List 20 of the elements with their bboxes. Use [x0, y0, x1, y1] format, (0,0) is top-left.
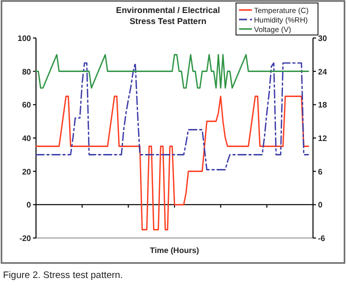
chart-title: Environmental / Electrical Stress Test Pattern [116, 5, 220, 26]
y2-tick-label: 0 [318, 200, 323, 210]
line-series [35, 62, 310, 170]
y2-tick-label: 18 [318, 100, 328, 110]
y2-tick-label: 12 [318, 134, 328, 143]
y-tick-label: 0 [26, 200, 32, 210]
x-axis-title: Time (Hours) [150, 246, 200, 255]
y-tick-label: -20 [19, 234, 32, 243]
y2-tick-label: 6 [318, 167, 323, 176]
y2-tick-label: -6 [318, 234, 326, 243]
line-series [35, 54, 310, 89]
y-tick-label: 80 [22, 67, 32, 76]
y-tick-label: 60 [22, 100, 32, 110]
y-tick-label: 40 [22, 134, 32, 143]
y2-tick-label: 24 [318, 67, 328, 76]
y-tick-label: 100 [18, 34, 32, 43]
line-series [35, 96, 310, 230]
caption: Figure 2. Stress test pattern. [3, 270, 123, 281]
y2-tick-label: 30 [318, 34, 328, 43]
y-tick-label: 20 [22, 167, 32, 176]
